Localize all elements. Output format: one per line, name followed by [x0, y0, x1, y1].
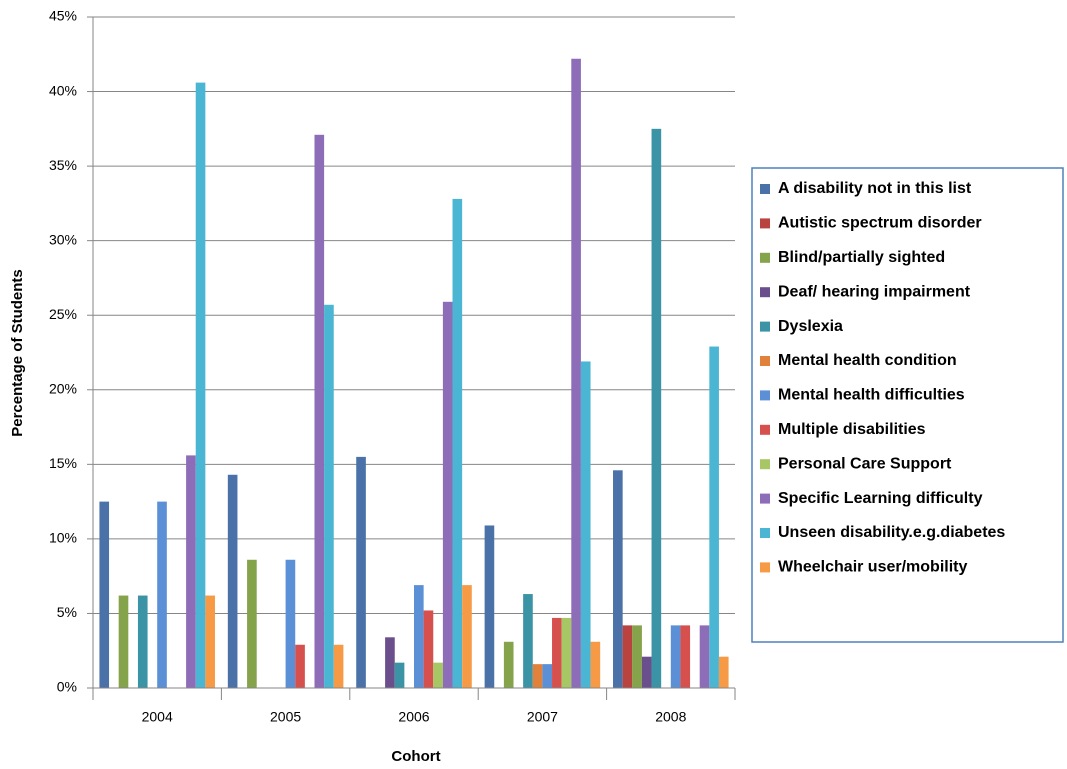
- bar: [590, 641, 601, 688]
- bar: [433, 662, 443, 688]
- bar: [227, 474, 238, 688]
- legend-swatch: [760, 459, 770, 470]
- bar: [632, 625, 642, 688]
- legend-label: Specific Learning difficulty: [778, 490, 983, 507]
- bar: [118, 595, 129, 688]
- bar: [484, 525, 495, 688]
- legend-label: Mental health condition: [778, 352, 957, 369]
- legend-swatch: [760, 493, 770, 504]
- bar: [99, 501, 110, 688]
- bar: [324, 304, 334, 688]
- y-tick-label: 45%: [49, 8, 77, 24]
- x-tick-label: 2007: [527, 709, 558, 725]
- bar: [641, 656, 652, 688]
- bar: [462, 585, 472, 688]
- bar: [532, 664, 543, 688]
- bar: [718, 656, 729, 688]
- bar: [205, 595, 215, 688]
- bar: [580, 361, 591, 688]
- x-tick-label: 2008: [655, 709, 686, 725]
- bar: [503, 641, 514, 688]
- y-tick-label: 15%: [49, 455, 77, 471]
- y-tick-label: 40%: [49, 82, 77, 98]
- y-tick-label: 25%: [49, 306, 77, 322]
- bar: [333, 644, 344, 688]
- bar: [157, 501, 167, 688]
- bar: [699, 625, 710, 688]
- legend-label: Wheelchair user/mobility: [778, 559, 967, 576]
- legend-swatch: [760, 252, 770, 263]
- bar: [314, 134, 325, 688]
- legend-swatch: [760, 356, 770, 366]
- legend-swatch: [760, 424, 770, 435]
- x-axis-title: Cohort: [391, 748, 440, 765]
- legend-label: Blind/partially sighted: [778, 249, 945, 266]
- bar: [295, 644, 305, 688]
- bar: [709, 346, 719, 688]
- legend-label: Autistic spectrum disorder: [778, 215, 982, 232]
- bar: [423, 610, 434, 688]
- bar: [385, 637, 395, 688]
- y-tick-label: 10%: [49, 530, 77, 546]
- bar: [571, 58, 581, 689]
- bar: [356, 456, 366, 688]
- legend-label: A disability not in this list: [778, 180, 972, 197]
- legend-swatch: [760, 287, 770, 298]
- x-tick-label: 2004: [142, 709, 173, 725]
- y-tick-label: 35%: [49, 157, 77, 173]
- bar: [137, 595, 148, 688]
- legend-swatch: [760, 562, 770, 573]
- bar: [542, 664, 553, 688]
- x-tick-label: 2005: [270, 709, 301, 725]
- bar: [285, 559, 296, 688]
- legend-label: Personal Care Support: [778, 455, 952, 472]
- bar: [670, 625, 681, 688]
- bar: [523, 594, 533, 688]
- bar: [414, 585, 424, 688]
- bar: [622, 625, 633, 688]
- bar: [452, 198, 463, 688]
- y-tick-label: 0%: [57, 679, 77, 695]
- legend-label: Mental health difficulties: [778, 387, 965, 404]
- legend-label: Multiple disabilities: [778, 421, 926, 438]
- legend-swatch: [760, 218, 770, 229]
- legend-swatch: [760, 390, 770, 401]
- bar: [247, 559, 257, 688]
- legend-swatch: [760, 528, 770, 538]
- bar: [552, 617, 562, 688]
- legend-swatch: [760, 321, 770, 332]
- bar: [561, 617, 572, 688]
- legend-label: Deaf/ hearing impairment: [778, 283, 971, 300]
- bar: [613, 470, 623, 688]
- y-tick-label: 5%: [57, 604, 77, 620]
- bar: [651, 128, 662, 689]
- bar: [394, 662, 405, 688]
- bar: [442, 301, 453, 688]
- y-axis-title: Percentage of Students: [9, 269, 26, 437]
- y-tick-label: 20%: [49, 380, 77, 396]
- x-tick-label: 2006: [398, 709, 429, 725]
- legend-box: [751, 167, 1064, 643]
- bar: [195, 82, 206, 688]
- legend-label: Dyslexia: [778, 318, 843, 335]
- bar: [186, 455, 196, 688]
- legend-label: Unseen disability.e.g.diabetes: [778, 524, 1005, 541]
- legend-swatch: [760, 184, 770, 194]
- y-tick-label: 30%: [49, 231, 77, 247]
- bar: [680, 625, 691, 688]
